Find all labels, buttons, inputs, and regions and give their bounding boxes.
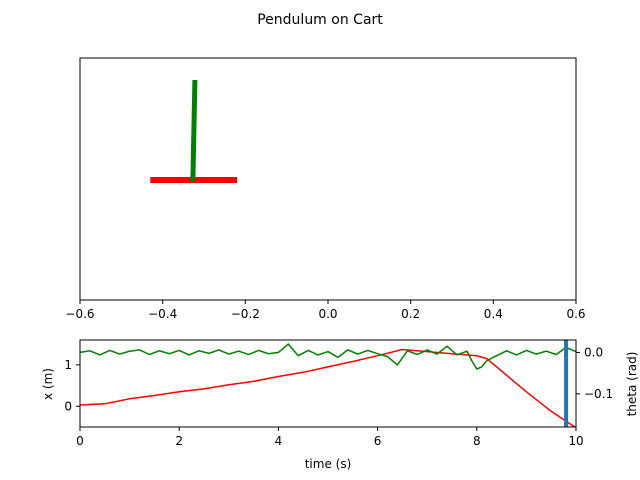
timeseries-panel: 0 2 4 6 8 10 0 1 −0.1 0.0 time (s) x (m) theta (r…: [41, 339, 639, 471]
time-tick-label: 10: [568, 434, 583, 448]
x-tick-label: −0.2: [231, 307, 260, 321]
time-tick-label: 2: [175, 434, 183, 448]
x-axis-tick-label: 0: [64, 399, 72, 413]
timeseries-x-label: time (s): [305, 457, 352, 471]
timeseries-plot-area: [80, 340, 576, 427]
timeseries-y-label: x (m): [41, 368, 55, 400]
x-axis-tick-label: 1: [64, 358, 72, 372]
timeseries-ticks: 0 2 4 6 8 10 0 1 −0.1 0.0: [64, 345, 613, 448]
timeseries-axes-frame: [79, 339, 577, 428]
x-series-line: [80, 348, 576, 427]
x-tick-label: −0.4: [148, 307, 177, 321]
time-tick-label: 8: [473, 434, 481, 448]
theta-series-line: [80, 343, 576, 370]
animation-panel: −0.6 −0.4 −0.2 0.0 0.2 0.4 0.6: [65, 57, 586, 321]
time-tick-label: 4: [275, 434, 283, 448]
theta-axis-tick-label: 0.0: [584, 345, 603, 359]
x-tick-label: 0.2: [401, 307, 420, 321]
time-tick-label: 0: [76, 434, 84, 448]
x-tick-label: −0.6: [65, 307, 94, 321]
x-tick-label: 0.0: [318, 307, 337, 321]
pendulum-rod: [190, 79, 198, 183]
x-tick-label: 0.4: [484, 307, 503, 321]
timeseries-lines: [80, 340, 576, 427]
animation-x-ticks: −0.6 −0.4 −0.2 0.0 0.2 0.4 0.6: [65, 300, 586, 321]
figure-title: Pendulum on Cart: [257, 12, 383, 28]
time-tick-label: 6: [374, 434, 382, 448]
theta-axis-tick-label: −0.1: [584, 387, 613, 401]
timeseries-y-right-label: theta (rad): [625, 352, 639, 417]
animation-marks: [150, 79, 238, 183]
x-tick-label: 0.6: [566, 307, 585, 321]
